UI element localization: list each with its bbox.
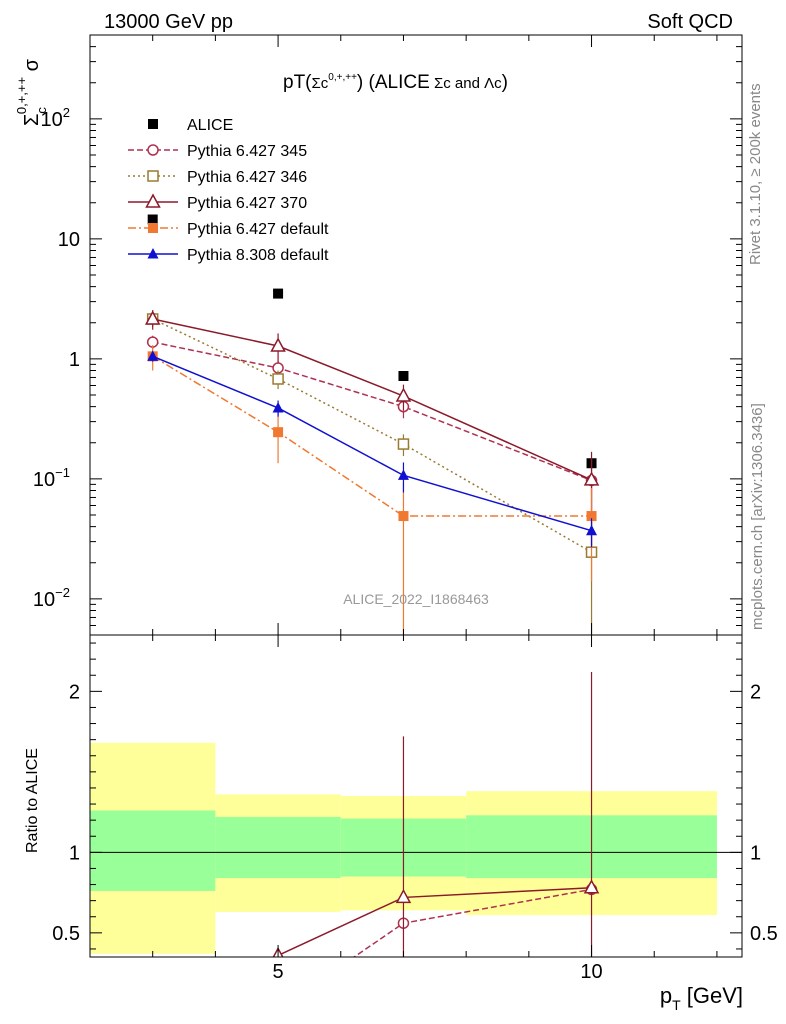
- y-axis-title: Σc0,+,++ σ: [14, 58, 49, 126]
- y-tick-label: 1: [69, 349, 80, 371]
- ratio-y-axis-title: Ratio to ALICE: [24, 748, 41, 853]
- ratio-point: [395, 888, 412, 904]
- ratio-y-tick-label: 0.5: [750, 923, 778, 945]
- data-point: [397, 469, 409, 480]
- series-line-1: [152, 341, 592, 482]
- series-line-5: [152, 355, 592, 532]
- legend-marker: [148, 119, 158, 129]
- legend-entry-5: Pythia 8.308 default: [128, 247, 329, 264]
- data-point: [398, 370, 409, 381]
- series-line-4: [152, 355, 592, 517]
- legend-marker: [147, 144, 159, 156]
- legend-entry-2: Pythia 6.427 346: [128, 169, 307, 186]
- series-2: [146, 312, 598, 635]
- ratio-frame: [89, 634, 743, 958]
- legend-entry-4: Pythia 6.427 default: [128, 221, 329, 238]
- data-point: [147, 350, 159, 361]
- legend-label: Pythia 6.427 345: [187, 143, 307, 160]
- series-1: [146, 335, 598, 519]
- legend-marker: [147, 170, 159, 182]
- legend-label: Pythia 8.308 default: [187, 247, 329, 264]
- y-tick-exponent: −1: [55, 465, 70, 480]
- y-tick-label: 10: [58, 229, 80, 251]
- legend-marker: [148, 223, 158, 233]
- header-left: 13000 GeV pp: [104, 11, 233, 33]
- main-series-layer: [144, 214, 600, 635]
- ratio-y-tick-label: 2: [750, 681, 761, 703]
- band-green-0: [90, 810, 216, 891]
- legend-marker: [145, 193, 161, 208]
- mcplots-label: mcplots.cern.ch [arXiv:1306.3436]: [749, 403, 766, 630]
- legend-entry-1: Pythia 6.427 345: [128, 143, 307, 160]
- chart-title: pT(Σc0,+,++) (ALICE Σc and Λc): [283, 72, 508, 93]
- ratio-y-tick-label: 1: [69, 842, 80, 864]
- series-3: [144, 310, 600, 546]
- y-tick-exponent: 2: [63, 105, 70, 120]
- rivet-label: Rivet 3.1.10, ≥ 200k events: [747, 83, 764, 265]
- header-right: Soft QCD: [647, 11, 733, 33]
- legend-label: Pythia 6.427 default: [187, 221, 329, 238]
- watermark: ALICE_2022_I1868463: [343, 591, 489, 607]
- x-tick-label: 5: [273, 961, 284, 983]
- series-line-2: [152, 318, 592, 553]
- legend-marker: [147, 248, 159, 259]
- data-point: [583, 471, 600, 486]
- legend-entry-3: Pythia 6.427 370: [128, 193, 307, 212]
- data-point: [397, 438, 410, 450]
- data-point: [398, 511, 409, 522]
- ratio-point: [583, 879, 600, 894]
- x-tick-label: 10: [580, 961, 602, 983]
- data-point: [272, 401, 284, 413]
- data-point: [395, 387, 412, 402]
- ratio-y-tick-label: 2: [69, 681, 80, 703]
- series-line-3: [152, 318, 592, 481]
- series-5: [147, 350, 598, 548]
- ratio-uncertainty-bands: [90, 742, 742, 954]
- legend-label: Pythia 6.427 370: [187, 195, 307, 212]
- y-tick-label: 10−1: [33, 465, 70, 491]
- legend: ALICE Pythia 6.427 345 Pythia 6.427 346 Pyt…: [128, 117, 329, 264]
- data-point: [144, 310, 161, 325]
- ratio-y-tick-label: 1: [750, 842, 761, 864]
- band-green-1: [215, 816, 341, 879]
- x-axis-title: pT [GeV]: [660, 983, 743, 1013]
- data-point: [586, 524, 598, 536]
- data-point: [270, 337, 286, 352]
- legend-entry-0: ALICE: [148, 117, 233, 134]
- data-point: [586, 511, 597, 522]
- data-point: [273, 427, 284, 438]
- y-tick-label: 10−2: [33, 585, 70, 611]
- y-tick-exponent: −2: [55, 585, 70, 600]
- data-point: [272, 373, 284, 385]
- data-point: [273, 288, 284, 299]
- legend-label: ALICE: [187, 117, 233, 134]
- data-point: [147, 214, 158, 225]
- legend-label: Pythia 6.427 346: [187, 169, 307, 186]
- ratio-y-tick-label: 0.5: [52, 923, 80, 945]
